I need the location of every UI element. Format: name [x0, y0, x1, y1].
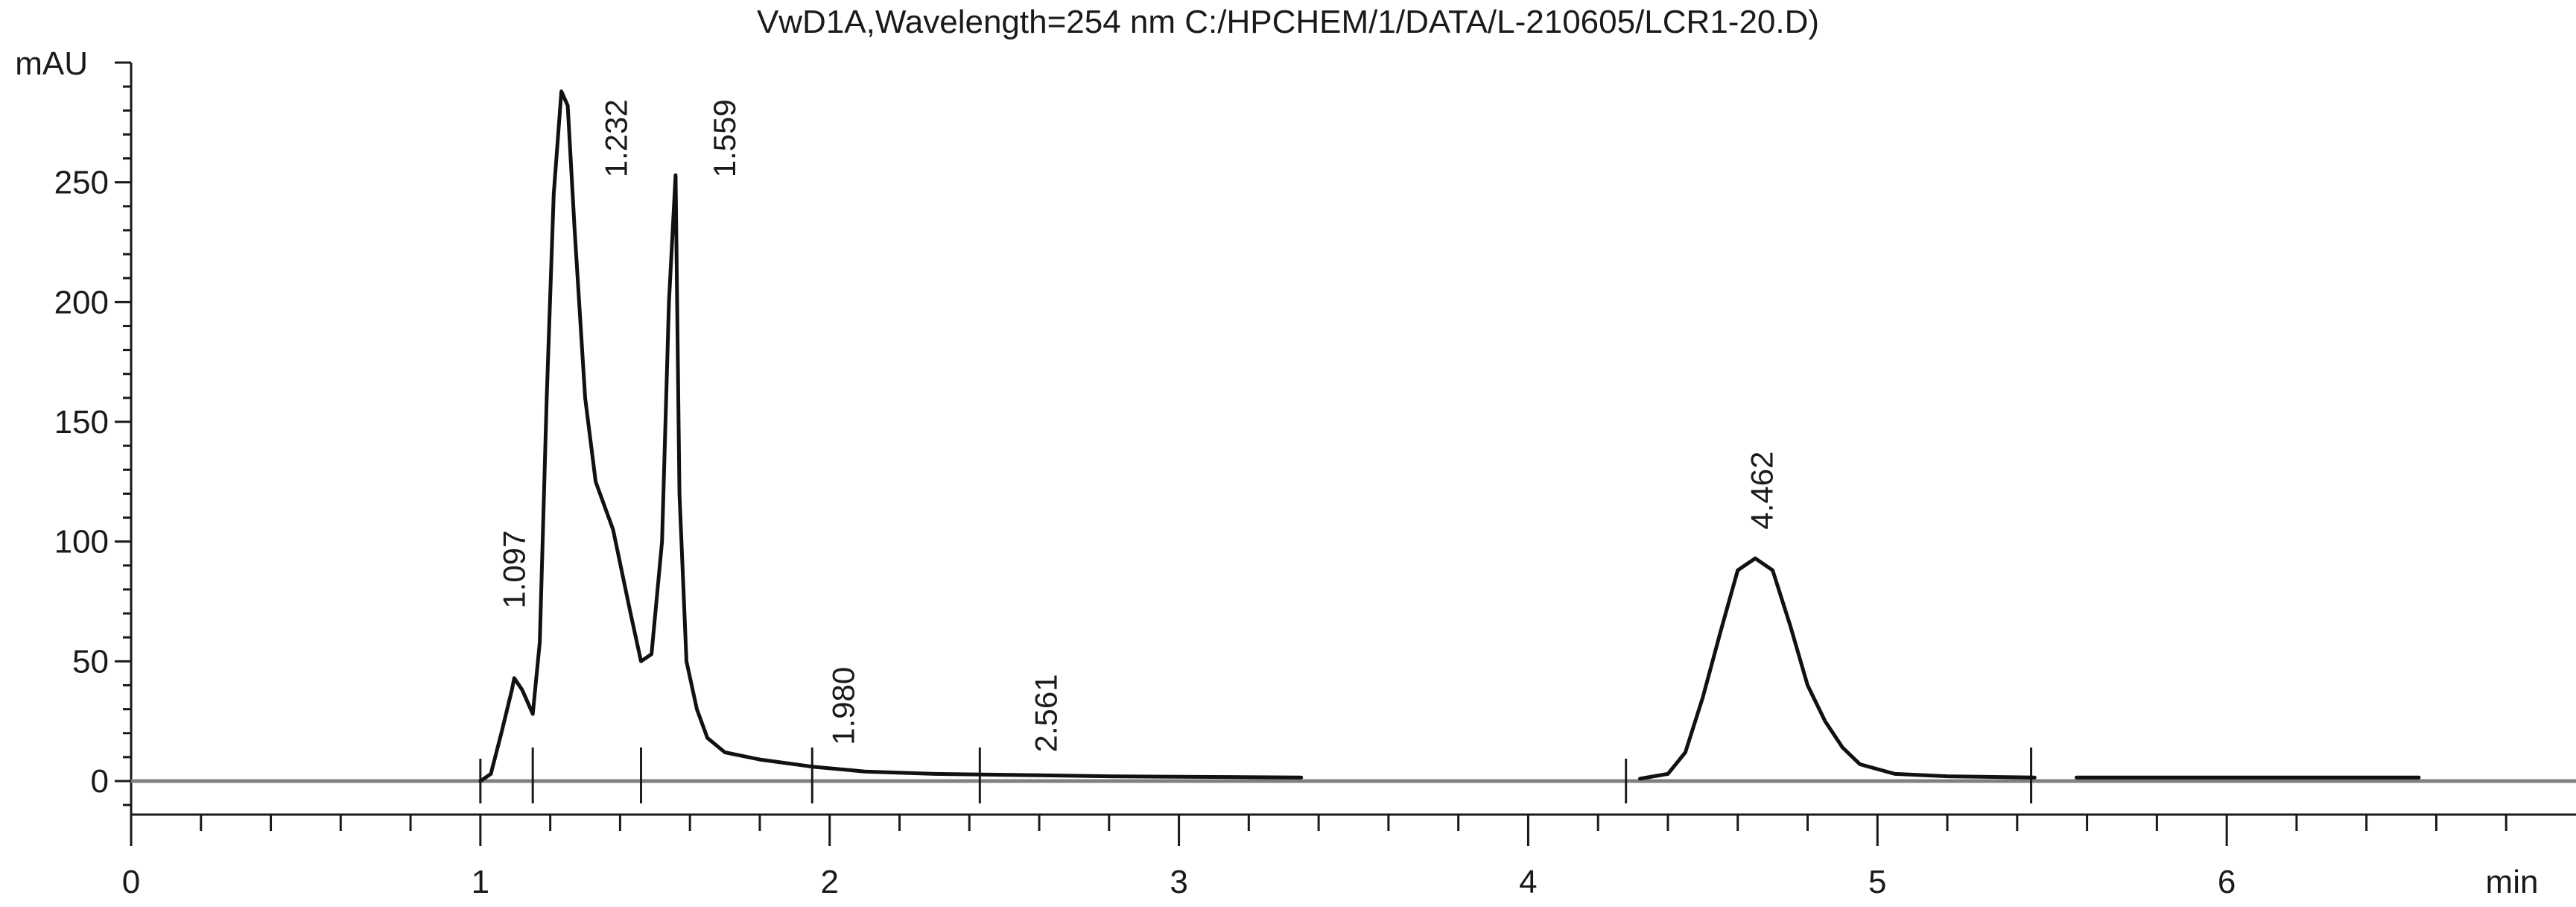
signal-trace — [478, 89, 2421, 783]
trace-segment — [1638, 556, 2037, 781]
trace-segment — [478, 89, 1304, 783]
y-tick-label: 150 — [54, 404, 109, 440]
peak-labels: 1.097 1.232 1.559 1.980 2.561 4.462 — [496, 99, 1779, 752]
y-tick-label: 0 — [91, 763, 109, 800]
y-tick-label: 250 — [54, 165, 109, 201]
x-tick-label: 6 — [2218, 864, 2236, 900]
x-tick-label: 0 — [122, 864, 140, 900]
axes — [130, 63, 2576, 816]
y-axis-label: mAU — [15, 45, 88, 82]
x-tick-label: 3 — [1170, 864, 1187, 900]
y-tick-label: 200 — [54, 284, 109, 320]
chart-title: VwD1A,Wavelength=254 nm C:/HPCHEM/1/DATA… — [757, 4, 1819, 40]
x-tick-label: 4 — [1519, 864, 1537, 900]
y-tick-label: 100 — [54, 524, 109, 560]
peak-label: 2.561 — [1028, 674, 1063, 752]
peak-label: 4.462 — [1745, 451, 1780, 529]
peak-label: 1.980 — [825, 667, 860, 745]
axis-ticks: 0 50 100 150 200 250 0 1 2 3 4 5 6 — [54, 61, 2507, 900]
peak-label: 1.232 — [599, 99, 634, 177]
x-tick-label: 1 — [472, 864, 489, 900]
x-axis-label: min — [2486, 864, 2539, 900]
y-tick-label: 50 — [72, 643, 109, 680]
x-tick-label: 2 — [820, 864, 838, 900]
x-tick-label: 5 — [1868, 864, 1886, 900]
peak-label: 1.559 — [707, 99, 742, 177]
peak-label: 1.097 — [496, 531, 531, 609]
